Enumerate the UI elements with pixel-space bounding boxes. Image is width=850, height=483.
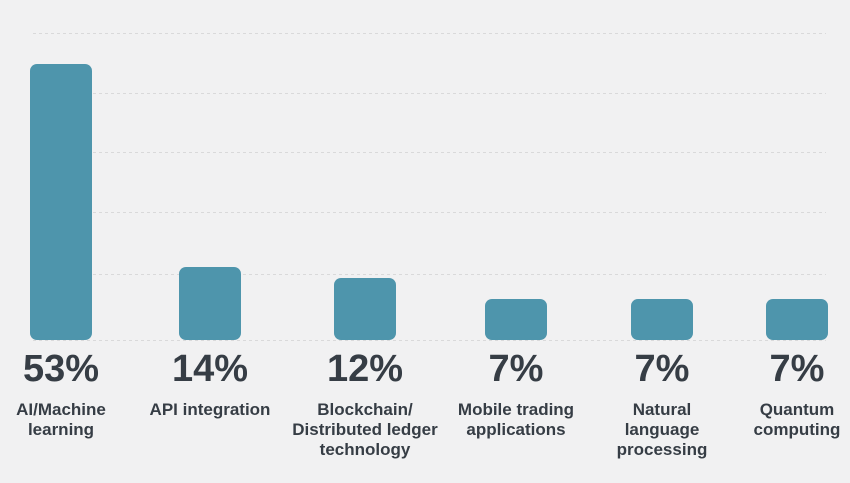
value-label: 7% <box>769 348 825 390</box>
category-label: Natural language processing <box>616 400 708 459</box>
gridline <box>33 33 826 34</box>
category-label: Quantum computing <box>753 400 841 439</box>
bar <box>30 64 92 340</box>
bar <box>334 278 396 340</box>
category-label: Blockchain/ Distributed ledger technolog… <box>292 400 438 459</box>
value-label: 14% <box>171 348 249 390</box>
bar <box>631 299 693 340</box>
category-label: API integration <box>149 400 271 419</box>
value-label: 7% <box>634 348 690 390</box>
value-label: 53% <box>22 348 100 390</box>
category-label: Mobile trading applications <box>457 400 575 439</box>
bar <box>485 299 547 340</box>
gridline <box>33 93 826 94</box>
value-label: 12% <box>326 348 404 390</box>
category-label: AI/Machine learning <box>16 400 106 439</box>
baseline <box>33 340 826 341</box>
value-label: 7% <box>488 348 544 390</box>
bar <box>766 299 828 340</box>
bar <box>179 267 241 340</box>
gridline <box>33 152 826 153</box>
gridline <box>33 212 826 213</box>
gridline <box>33 274 826 275</box>
